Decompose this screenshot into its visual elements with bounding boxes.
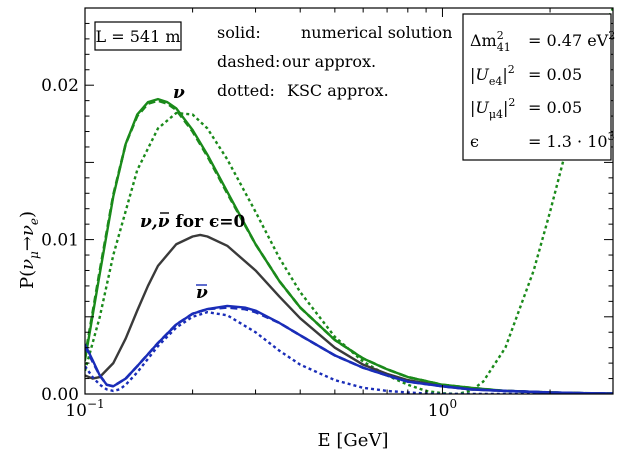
curve-label-eps0-rest: for ϵ=0 <box>170 212 246 232</box>
y-tick-label: 0.00 <box>41 385 79 405</box>
parameter-box: Δm2 41 = 0.47 eV2 |Ue4|2 = 0.05 |Uμ4|2 = … <box>462 13 615 161</box>
y-axis-title-p: P( <box>17 270 38 289</box>
param-dm2-name: Δm <box>470 31 497 50</box>
param-umu4-sub: μ4 <box>489 108 503 121</box>
y-axis-title: P(νμ→νe) <box>17 211 41 289</box>
curve-label-antinu-text: ν <box>196 283 208 303</box>
y-axis-title-sub1: μ <box>27 251 41 259</box>
legend-dashed-desc: our approx. <box>282 52 376 71</box>
legend-dashed-key: dashed: <box>217 52 280 71</box>
param-umu4-value: = 0.05 <box>528 98 582 117</box>
line-style-legend: solid: numerical solution dashed: our ap… <box>217 23 452 100</box>
curve-label-antinu: ν <box>196 283 208 303</box>
parameter-box-frame <box>462 13 612 161</box>
y-tick-label: 0.02 <box>41 76 79 96</box>
param-umu4-sup: 2 <box>508 96 515 109</box>
curve-label-eps0: ν,ν for ϵ=0 <box>140 212 246 232</box>
baseline-box: L = 541 m <box>94 21 182 51</box>
param-eps-value-text: = 1.3 · 10 <box>528 132 608 151</box>
param-ue4-sup: 2 <box>508 63 515 76</box>
param-eps-value-sup: 3 <box>608 130 615 143</box>
baseline-box-frame <box>94 21 182 51</box>
param-ue4-value: = 0.05 <box>528 65 582 84</box>
param-ue4-close: | <box>502 65 507 84</box>
param-dm2-sup: 2 <box>497 29 504 42</box>
series-antinu-dotted <box>85 310 613 394</box>
param-eps-value: = 1.3 · 103 <box>528 130 615 151</box>
param-dm2-value: = 0.47 eV2 <box>528 29 615 50</box>
y-tick-label: 0.01 <box>41 231 79 251</box>
curve-label-eps0-nu: ν, <box>140 212 158 232</box>
param-dm2-sub: 41 <box>497 41 511 54</box>
legend-dotted-desc: KSC approx. <box>287 81 389 100</box>
series-nu-dashed <box>85 99 613 394</box>
param-dm2-unit-sup: 2 <box>608 29 615 42</box>
x-tick-label: 10−1 <box>65 397 104 421</box>
param-eps: ϵ <box>470 132 479 151</box>
y-axis-title-sub2: e <box>27 218 41 225</box>
y-axis-title-nu1: ν <box>17 259 38 270</box>
param-umu4: |Uμ4|2 <box>470 96 515 121</box>
axes-layer: 0.00 0.01 0.02 10−1 100 <box>41 7 614 421</box>
series-eps0-solid <box>85 233 613 394</box>
curve-label-nu: ν <box>173 83 185 103</box>
curve-label-eps0-antinu: ν <box>158 212 170 232</box>
y-axis-title-arrow: → <box>17 236 38 251</box>
legend-solid-desc: numerical solution <box>301 23 452 42</box>
legend-dotted-key: dotted: <box>217 81 275 100</box>
param-dm2: Δm2 41 <box>470 29 511 54</box>
param-dm2-value-text: = 0.47 eV <box>528 31 609 50</box>
y-axis-title-nu2: ν <box>17 225 38 236</box>
param-ue4: |Ue4|2 <box>470 63 515 88</box>
y-axis-title-close: ) <box>17 211 38 218</box>
series-nu-dotted <box>85 8 613 394</box>
x-axis-title: E [GeV] <box>318 430 389 451</box>
curves-layer <box>85 8 613 394</box>
param-umu4-name: |U <box>470 98 489 117</box>
param-ue4-sub: e4 <box>489 75 503 88</box>
param-ue4-name: |U <box>470 65 489 84</box>
baseline-label: L = 541 m <box>96 27 181 46</box>
param-umu4-close: | <box>503 98 508 117</box>
legend-solid-key: solid: <box>217 23 261 42</box>
series-antinu-solid <box>85 304 613 394</box>
plot-frame <box>84 7 614 395</box>
curve-label-eps0-text: ν,ν for ϵ=0 <box>140 212 246 232</box>
x-tick-label: 100 <box>428 397 457 421</box>
